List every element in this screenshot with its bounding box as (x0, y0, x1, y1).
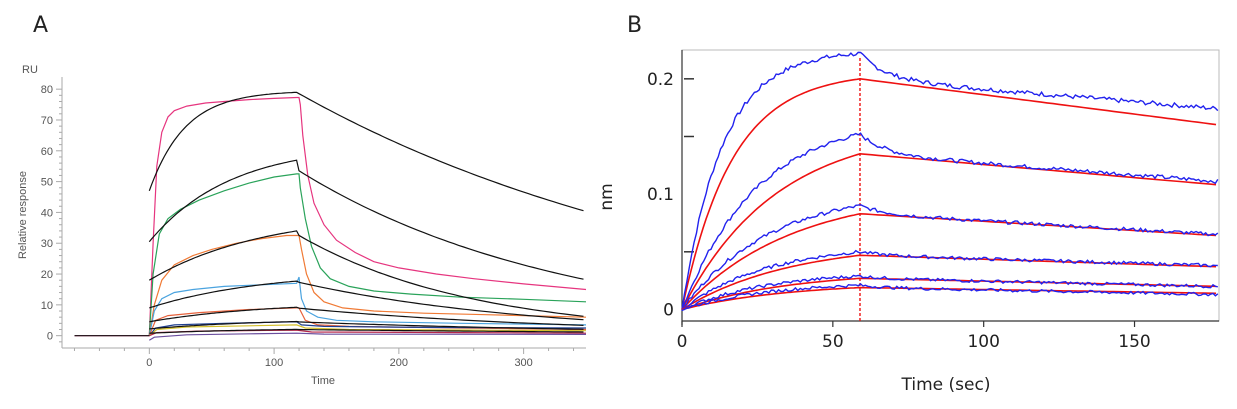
chart-b-data-curve-1 (681, 51, 1219, 310)
chart-a-data-curve-3 (148, 234, 587, 336)
chart-a-y-tick-label: 80 (41, 84, 53, 96)
chart-a-data-curve-7 (148, 324, 587, 337)
chart-b-fit-curve-1 (681, 77, 1217, 310)
chart-a-data-curve-4 (148, 276, 587, 336)
panel-b-letter: B (627, 13, 642, 38)
chart-a-y-tick-label: 50 (41, 177, 53, 189)
chart-a-y-tick-label: 20 (41, 269, 53, 281)
chart-a-y-tick-label: 60 (41, 146, 53, 158)
chart-a-unit-label: RU (22, 64, 38, 76)
panel-a-letter: A (33, 13, 48, 38)
chart-b-data-curve-6 (681, 282, 1219, 312)
chart-a-data-curve-1 (74, 96, 587, 337)
chart-b-x-label: Time (sec) (901, 375, 991, 395)
chart-a-fit-curve-2 (148, 159, 584, 280)
chart-b-x-tick-label: 0 (677, 332, 688, 352)
chart-a-x-tick-label: 300 (514, 357, 532, 369)
chart-b-y-tick-label: 0.2 (647, 70, 674, 90)
chart-b-fit-curve-4 (681, 254, 1217, 311)
chart-a-fit-curve-5 (149, 306, 584, 326)
chart-b-fit-curve-2 (681, 152, 1217, 310)
chart-b-x-tick-label: 150 (1118, 332, 1150, 352)
chart-a-fit-curve-3 (148, 230, 584, 317)
chart-b-y-label: nm (597, 183, 617, 210)
chart-a-y-tick-label: 0 (47, 331, 53, 343)
chart-a-data-curve-2 (148, 173, 587, 336)
chart-b-y-tick-label: 0 (663, 300, 674, 320)
chart-b-fit-curve-5 (681, 277, 1217, 311)
chart-b-data-curve-4 (681, 249, 1218, 310)
chart-a-x-tick-label: 200 (390, 357, 408, 369)
chart-b-data-curve-2 (681, 132, 1219, 312)
chart-a-y-tick-label: 70 (41, 115, 53, 127)
chart-a-fit-curve-4 (149, 280, 584, 321)
chart-b: nm Time (sec) 0 0.1 0.2 0 50 100 150 (597, 49, 1220, 395)
chart-a-x-label: Time (311, 375, 335, 387)
chart-a-y-label: Relative response (17, 171, 29, 259)
chart-a-x-tick-label: 0 (146, 357, 152, 369)
chart-a-fit-curve-7 (149, 328, 584, 334)
chart-a-data-curve-9 (148, 332, 587, 341)
chart-b-x-tick-label: 50 (822, 332, 844, 352)
chart-b-fit-curve-6 (681, 286, 1217, 311)
chart-a-fit-curve-6 (149, 320, 584, 330)
chart-a-y-tick-label: 30 (41, 238, 53, 250)
chart-a-y-tick-label: 40 (41, 207, 53, 219)
chart-a-x-tick-label: 100 (265, 357, 283, 369)
chart-b-y-tick-label: 0.1 (647, 185, 674, 205)
chart-a-fit-curve-1 (148, 91, 584, 212)
chart-b-data-curve-3 (681, 203, 1219, 310)
chart-b-data-curve-5 (681, 274, 1218, 310)
chart-b-fit-curve-3 (681, 212, 1217, 311)
chart-a-y-tick-label: 10 (41, 300, 53, 312)
chart-b-x-tick-label: 100 (967, 332, 999, 352)
chart-a: RU Relative response Time 0 10 20 30 40 50 60 7… (17, 64, 587, 387)
